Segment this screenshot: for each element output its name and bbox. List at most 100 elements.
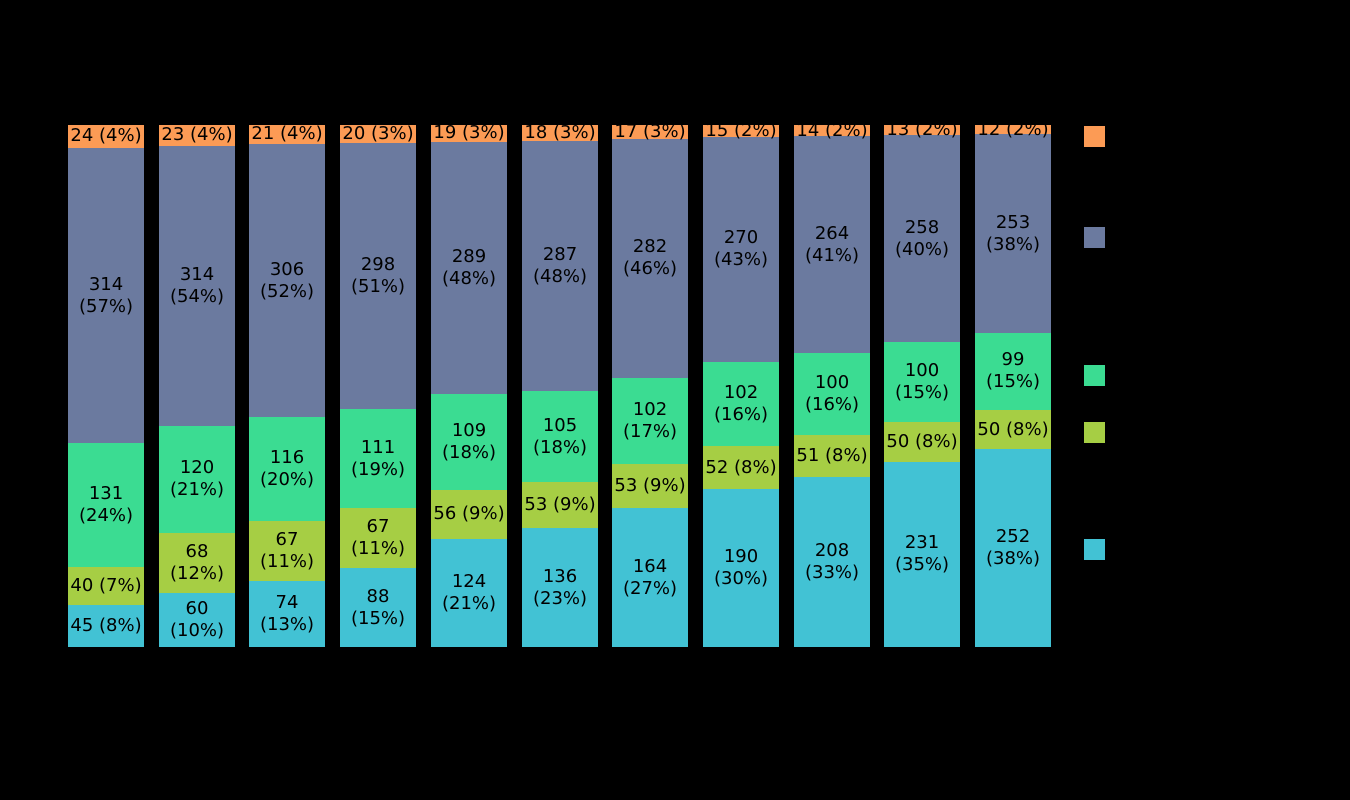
segment-slate-blue: 270 (43%) <box>703 137 779 362</box>
segment-data-label: 136 (23%) <box>532 565 588 609</box>
bar-7: 17 (3%) 282 (46%) 102 (17%) 53 (9%) 164 (27%) <box>612 121 688 647</box>
segment-teal-cyan: 231 (35%) <box>884 462 960 647</box>
segment-data-label: 102 (17%) <box>622 398 678 442</box>
segment-slate-blue: 314 (54%) <box>159 145 235 426</box>
segment-slate-blue: 289 (48%) <box>431 141 507 395</box>
segment-olive-green: 67 (11%) <box>340 508 416 569</box>
segment-data-label: 53 (9%) <box>524 494 596 516</box>
segment-data-label: 287 (48%) <box>532 243 588 287</box>
segment-emerald-green: 99 (15%) <box>975 332 1051 411</box>
segment-olive-green: 53 (9%) <box>612 463 688 509</box>
segment-data-label: 14 (2%) <box>796 119 868 141</box>
segment-data-label: 105 (18%) <box>532 414 588 458</box>
segment-orange: 14 (2%) <box>794 120 870 141</box>
segment-data-label: 18 (3%) <box>524 121 596 143</box>
segment-olive-green: 50 (8%) <box>884 422 960 463</box>
segment-orange: 15 (2%) <box>703 120 779 141</box>
segment-data-label: 120 (21%) <box>169 457 225 501</box>
segment-data-label: 56 (9%) <box>433 503 505 525</box>
segment-data-label: 67 (11%) <box>350 516 406 560</box>
segment-data-label: 208 (33%) <box>804 539 860 583</box>
segment-data-label: 13 (2%) <box>886 119 958 141</box>
segment-data-label: 131 (24%) <box>78 483 134 527</box>
bar-4: 20 (3%) 298 (51%) 111 (19%) 67 (11%) 88 (15%) <box>340 123 416 647</box>
segment-emerald-green: 102 (16%) <box>703 361 779 447</box>
segment-data-label: 231 (35%) <box>894 532 950 576</box>
segment-data-label: 15 (2%) <box>705 120 777 142</box>
segment-olive-green: 51 (8%) <box>794 434 870 477</box>
bar-5: 19 (3%) 289 (48%) 109 (18%) 56 (9%) 124 (21%) <box>431 122 507 647</box>
segment-slate-blue: 306 (52%) <box>249 143 325 418</box>
segment-data-label: 51 (8%) <box>796 444 868 466</box>
plot-area: 24 (4%) 314 (57%) 131 (24%) 40 (7%) 45 (8%) 23 … <box>68 119 1058 647</box>
bar-11: 12 (2%) 253 (38%) 99 (15%) 50 (8%) 252 (38%) <box>975 119 1051 647</box>
legend-swatch-teal-cyan <box>1084 539 1105 560</box>
segment-data-label: 282 (46%) <box>622 236 678 280</box>
bar-9: 14 (2%) 264 (41%) 100 (16%) 51 (8%) 208 (33%) <box>794 120 870 647</box>
legend-swatch-emerald-green <box>1084 365 1105 386</box>
segment-data-label: 124 (21%) <box>441 570 497 614</box>
segment-data-label: 74 (13%) <box>259 591 315 635</box>
legend-swatch-olive-green <box>1084 422 1105 443</box>
legend-swatch-orange <box>1084 126 1105 147</box>
segment-olive-green: 50 (8%) <box>975 410 1051 450</box>
segment-data-label: 314 (57%) <box>78 273 134 317</box>
segment-orange: 12 (2%) <box>975 119 1051 140</box>
segment-slate-blue: 253 (38%) <box>975 134 1051 333</box>
segment-data-label: 50 (8%) <box>886 431 958 452</box>
segment-data-label: 17 (3%) <box>614 121 686 143</box>
segment-data-label: 23 (4%) <box>161 124 233 146</box>
segment-orange: 21 (4%) <box>249 123 325 144</box>
segment-data-label: 45 (8%) <box>70 614 142 636</box>
segment-slate-blue: 298 (51%) <box>340 142 416 410</box>
segment-data-label: 99 (15%) <box>985 349 1041 393</box>
segment-slate-blue: 282 (46%) <box>612 139 688 378</box>
segment-teal-cyan: 45 (8%) <box>68 604 144 647</box>
segment-emerald-green: 120 (21%) <box>159 425 235 533</box>
bar-10: 13 (2%) 258 (40%) 100 (15%) 50 (8%) 231 (35%) <box>884 119 960 647</box>
bar-6: 18 (3%) 287 (48%) 105 (18%) 53 (9%) 136 (23%) <box>522 121 598 647</box>
segment-data-label: 111 (19%) <box>350 436 406 480</box>
segment-slate-blue: 287 (48%) <box>522 140 598 391</box>
segment-orange: 23 (4%) <box>159 124 235 146</box>
segment-data-label: 60 (10%) <box>169 598 225 642</box>
segment-orange: 19 (3%) <box>431 122 507 144</box>
segment-data-label: 24 (4%) <box>70 125 142 147</box>
segment-data-label: 116 (20%) <box>259 447 315 491</box>
segment-data-label: 109 (18%) <box>441 419 497 463</box>
segment-olive-green: 52 (8%) <box>703 446 779 490</box>
segment-data-label: 52 (8%) <box>705 456 777 478</box>
segment-data-label: 289 (48%) <box>441 245 497 289</box>
segment-emerald-green: 100 (16%) <box>794 352 870 435</box>
segment-slate-blue: 258 (40%) <box>884 135 960 342</box>
segment-emerald-green: 105 (18%) <box>522 390 598 483</box>
segment-data-label: 306 (52%) <box>259 258 315 302</box>
segment-slate-blue: 314 (57%) <box>68 147 144 444</box>
segment-data-label: 270 (43%) <box>713 227 769 271</box>
segment-data-label: 252 (38%) <box>985 526 1041 570</box>
bar-8: 15 (2%) 270 (43%) 102 (16%) 52 (8%) 190 (30%) <box>703 120 779 647</box>
segment-teal-cyan: 74 (13%) <box>249 580 325 647</box>
segment-teal-cyan: 60 (10%) <box>159 593 235 647</box>
bar-3: 21 (4%) 306 (52%) 116 (20%) 67 (11%) 74 (13%) <box>249 123 325 647</box>
bar-1: 24 (4%) 314 (57%) 131 (24%) 40 (7%) 45 (8%) <box>68 125 144 647</box>
segment-data-label: 88 (15%) <box>350 585 406 629</box>
segment-olive-green: 56 (9%) <box>431 489 507 539</box>
segment-data-label: 19 (3%) <box>433 122 505 144</box>
segment-teal-cyan: 124 (21%) <box>431 538 507 647</box>
segment-teal-cyan: 88 (15%) <box>340 568 416 647</box>
segment-slate-blue: 264 (41%) <box>794 136 870 353</box>
segment-data-label: 40 (7%) <box>70 574 142 596</box>
segment-olive-green: 53 (9%) <box>522 482 598 529</box>
segment-orange: 20 (3%) <box>340 123 416 144</box>
segment-orange: 17 (3%) <box>612 121 688 142</box>
segment-data-label: 50 (8%) <box>977 418 1049 440</box>
legend <box>1084 0 1114 800</box>
segment-orange: 13 (2%) <box>884 119 960 140</box>
segment-emerald-green: 131 (24%) <box>68 443 144 567</box>
segment-teal-cyan: 208 (33%) <box>794 476 870 647</box>
segment-data-label: 100 (16%) <box>804 371 860 415</box>
bar-2: 23 (4%) 314 (54%) 120 (21%) 68 (12%) 60 (10%) <box>159 124 235 647</box>
segment-data-label: 68 (12%) <box>169 541 225 585</box>
